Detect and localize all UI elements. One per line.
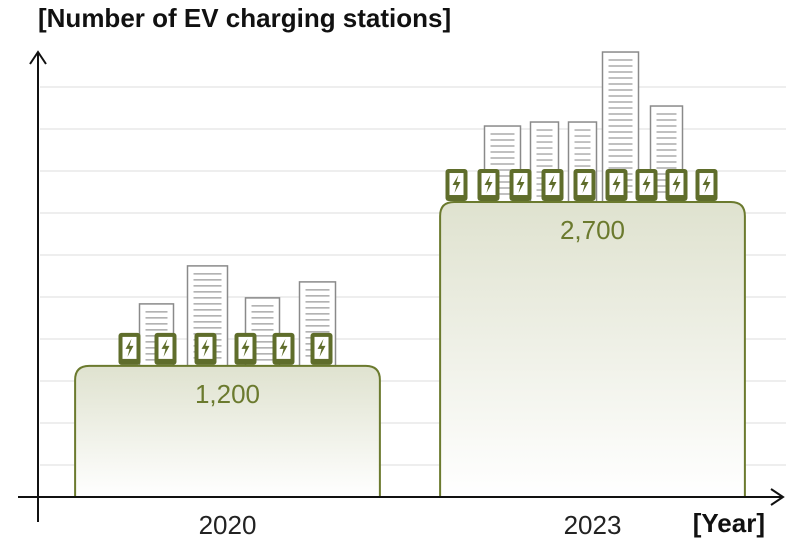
charger-bolt [241,338,250,357]
charger-bolt [516,175,525,194]
charger-bolt [642,175,651,194]
marks: 1,200 2,700 [74,51,746,497]
charger-bolt [125,338,134,357]
charger-bolt [201,338,210,357]
charger-bolt [612,175,621,194]
charger-bolt [317,338,326,357]
bar [439,201,746,497]
axes [18,50,785,522]
x-axis-title: [Year] [693,508,765,538]
charger-bolt [161,338,170,357]
charger-bolt [702,175,711,194]
charger-bolt [672,175,681,194]
value-label: 2,700 [560,215,625,245]
x-tick-label: 2020 [199,510,257,540]
charger-bolt [580,175,589,194]
charger-bolt [452,175,461,194]
bar [74,364,381,497]
skyline [445,51,718,203]
value-label: 1,200 [195,379,260,409]
charger-bolt [279,338,288,357]
charger-bolt [548,175,557,194]
y-axis-title: [Number of EV charging stations] [38,3,451,33]
x-tick-label: 2023 [564,510,622,540]
charger-bolt [484,175,493,194]
skyline [118,265,337,367]
